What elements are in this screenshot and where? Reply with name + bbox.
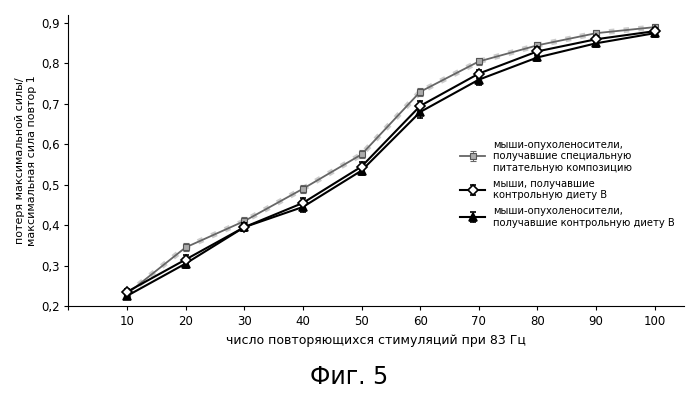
Y-axis label: потеря максимальной силы/
максимальная сила повтор 1: потеря максимальной силы/ максимальная с… (15, 75, 36, 246)
Legend: мыши-опухоленосители,
получавшие специальную
питательную композицию, мыши, получ: мыши-опухоленосители, получавшие специал… (456, 136, 679, 232)
X-axis label: число повторяющихся стимуляций при 83 Гц: число повторяющихся стимуляций при 83 Гц (226, 334, 526, 347)
Text: Фиг. 5: Фиг. 5 (310, 365, 389, 389)
